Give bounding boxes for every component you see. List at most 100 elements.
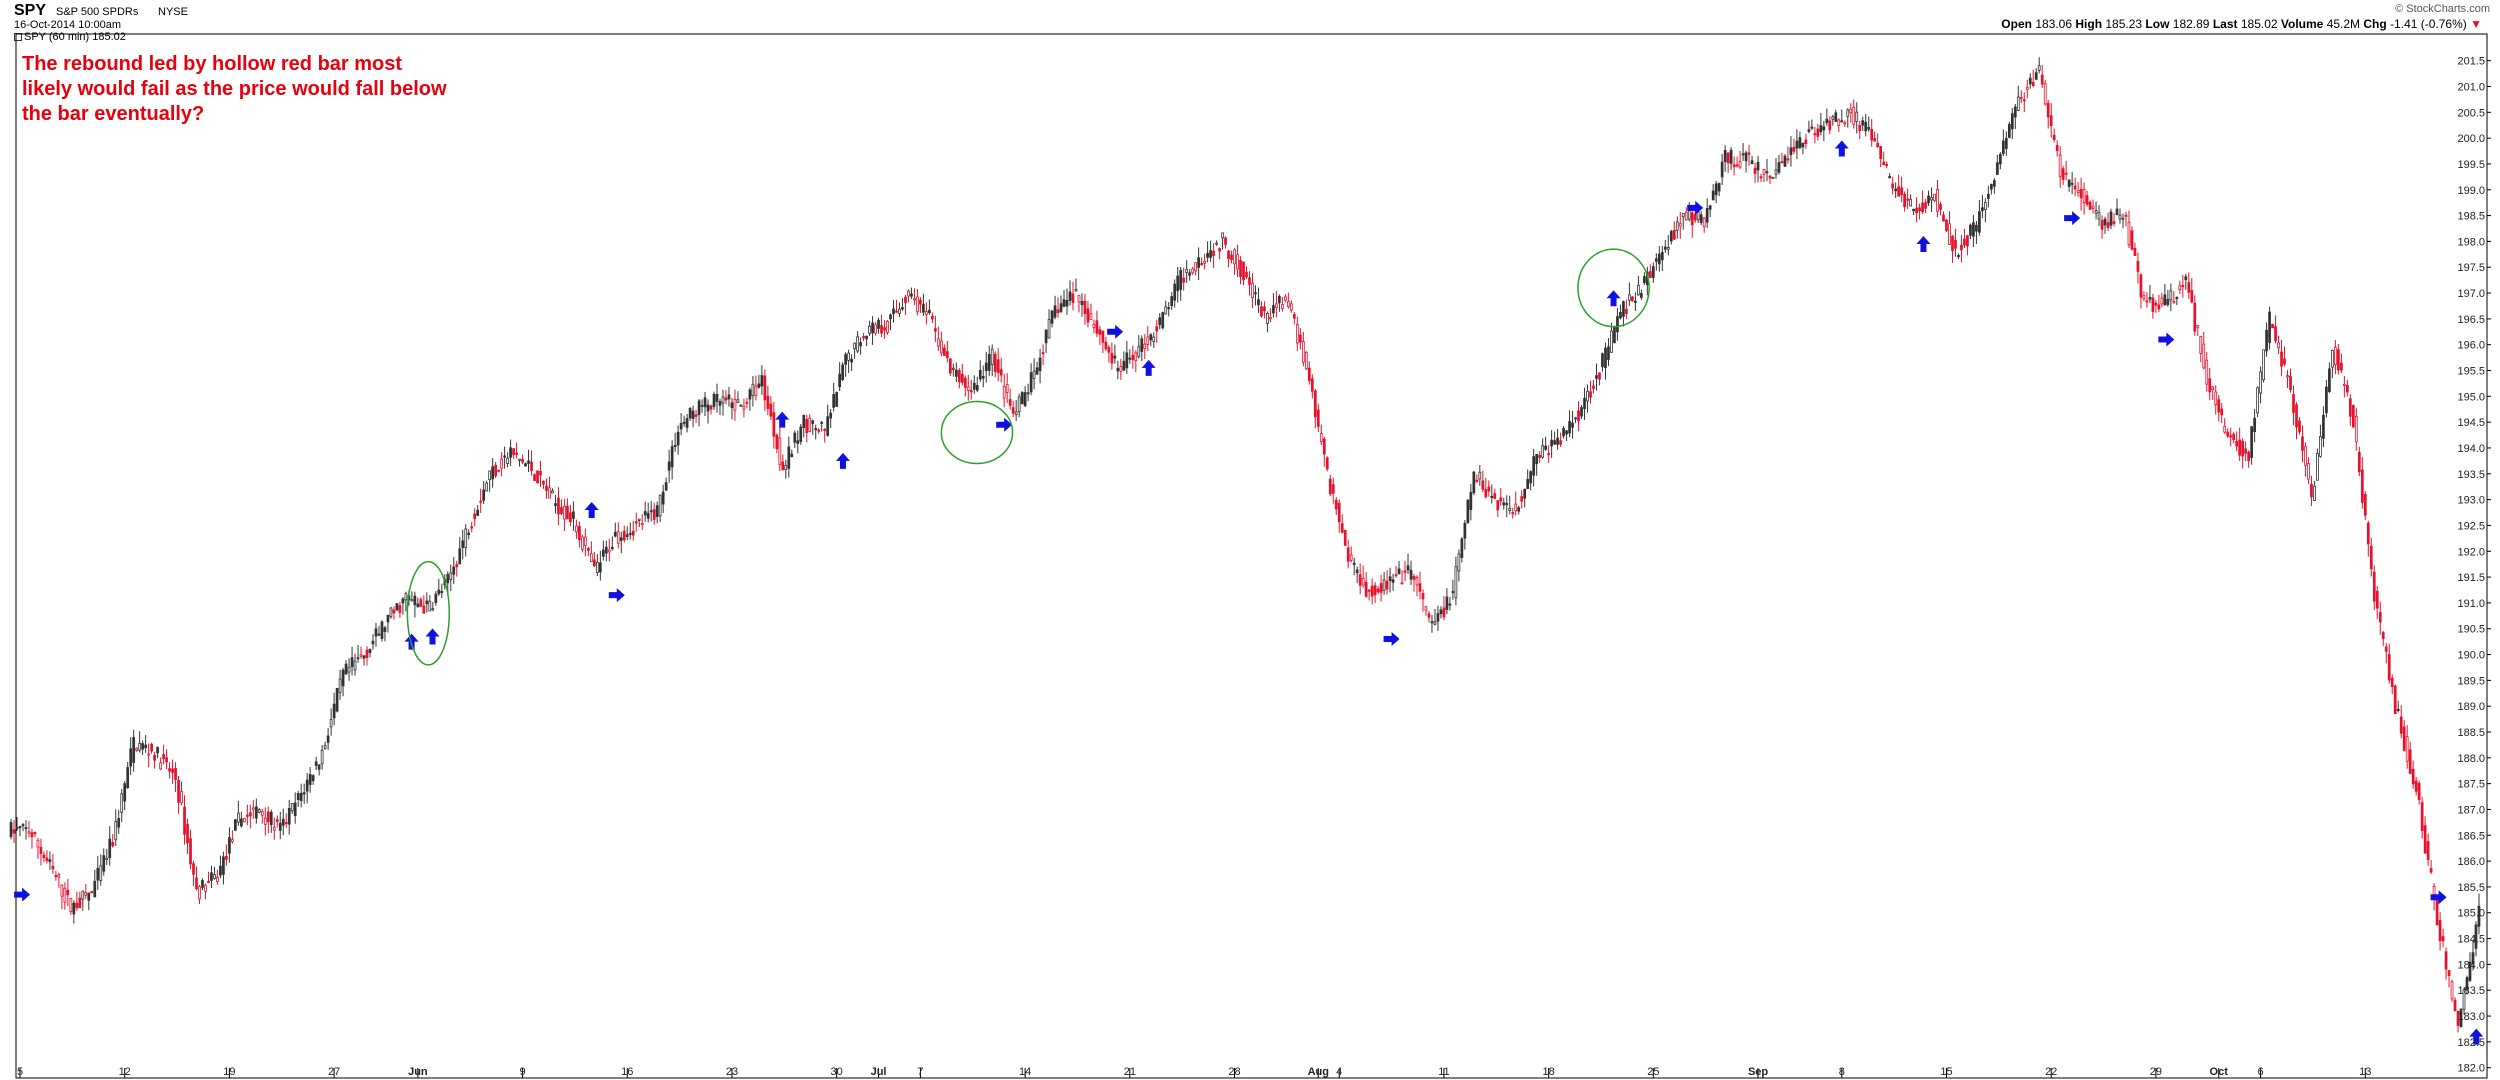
candle-body: [1496, 500, 1500, 511]
candle-body: [838, 373, 842, 388]
candle-body: [180, 791, 183, 804]
candle-body: [910, 293, 913, 297]
candle-body: [362, 655, 366, 659]
candle-body: [2007, 124, 2011, 138]
candle-body: [1346, 547, 1350, 562]
candle-body: [1819, 125, 1823, 133]
candle-body: [966, 386, 970, 391]
arrow-up-icon: [404, 633, 419, 650]
candle-body: [1322, 438, 1326, 455]
candle-body: [2235, 441, 2239, 447]
candle-body: [1310, 378, 1314, 392]
candle-body: [742, 405, 746, 410]
candle-body: [1490, 495, 1494, 498]
candle-body: [1786, 158, 1790, 161]
candle-body: [1846, 109, 1850, 117]
candle-body: [290, 803, 294, 812]
candle-body: [2148, 297, 2152, 300]
candle-body: [1777, 162, 1781, 173]
candle-body: [2301, 436, 2304, 451]
candle-body: [763, 375, 767, 401]
candle-body: [2211, 386, 2215, 390]
candle-body: [174, 768, 177, 780]
candle-body: [1894, 188, 1897, 192]
candle-body: [15, 827, 19, 830]
candle-body: [1245, 271, 1248, 278]
candle-body: [1074, 289, 1078, 292]
candle-body: [126, 767, 130, 789]
candle-body: [2334, 347, 2337, 366]
candle-body: [1050, 310, 1054, 324]
candle-body: [1173, 283, 1177, 301]
candle-body: [1870, 128, 1874, 141]
candle-body: [141, 743, 145, 750]
candle-body: [389, 607, 393, 617]
candle-body: [940, 340, 943, 354]
candle-body: [1858, 124, 1862, 132]
candle-body: [593, 559, 596, 567]
candle-body: [847, 352, 850, 361]
candle-body: [2076, 190, 2080, 193]
candle-body: [1681, 213, 1685, 218]
candle-body: [1493, 493, 1497, 499]
candle-body: [1119, 366, 1123, 372]
candle-body: [2112, 221, 2116, 224]
candle-body: [1478, 471, 1482, 480]
candle-body: [969, 390, 973, 393]
candle-body: [2061, 168, 2065, 180]
candle-body: [1047, 319, 1051, 339]
candle-body: [2393, 685, 2397, 715]
candle-body: [225, 856, 228, 860]
candle-body: [81, 890, 85, 900]
candle-body: [515, 452, 518, 455]
candle-body: [1732, 164, 1736, 168]
candle-body: [694, 414, 698, 417]
candle-body: [1364, 581, 1368, 597]
candle-body: [1888, 176, 1892, 179]
candle-body: [1756, 161, 1760, 171]
candle-body: [1714, 183, 1718, 196]
candle-body: [302, 792, 306, 795]
candle-body: [2178, 285, 2182, 290]
candle-body: [189, 838, 192, 865]
candle-body: [841, 364, 845, 381]
candle-body: [670, 446, 674, 468]
price-tick-label: 182.0: [2457, 1063, 2485, 1075]
candle-body: [1657, 253, 1661, 265]
candle-body: [2175, 296, 2179, 299]
candle-body: [1696, 211, 1700, 221]
candle-body: [613, 531, 617, 537]
candle-body: [539, 471, 542, 476]
candle-body: [1433, 621, 1437, 625]
candle-body: [913, 298, 916, 301]
candle-body: [159, 762, 162, 770]
candle-body: [733, 398, 737, 411]
candle-body: [1511, 512, 1515, 515]
candle-body: [1723, 149, 1727, 162]
candle-body: [2277, 342, 2280, 349]
candle-body: [784, 465, 788, 470]
candle-body: [1601, 353, 1604, 368]
candle-body: [491, 466, 495, 480]
candle-body: [344, 663, 348, 675]
candle-body: [1571, 422, 1574, 428]
candle-body: [1798, 137, 1802, 148]
candle-body: [2193, 302, 2197, 332]
candle-body: [1912, 208, 1915, 212]
candle-body: [739, 404, 743, 407]
candle-body: [691, 410, 695, 419]
candle-body: [2381, 632, 2385, 639]
candle-body: [1340, 523, 1344, 533]
candle-body: [604, 546, 608, 554]
candle-body: [1053, 305, 1057, 318]
highlight-circle: [940, 400, 1014, 465]
candle-body: [999, 369, 1003, 376]
candle-body: [2274, 326, 2277, 342]
candle-body: [1927, 195, 1930, 204]
time-tick-label: 5: [17, 1066, 23, 1078]
candle-body: [165, 757, 168, 763]
candle-body: [1071, 293, 1075, 303]
candle-body: [931, 315, 934, 320]
candle-body: [440, 590, 444, 594]
candle-body: [826, 416, 830, 436]
